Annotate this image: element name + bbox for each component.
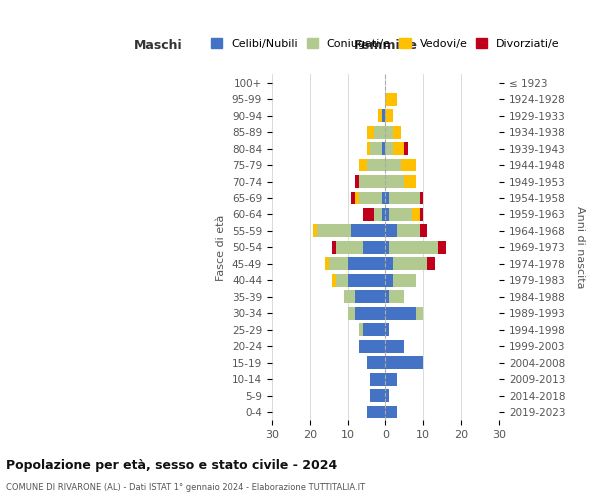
Bar bbox=[352, 192, 355, 204]
Bar bbox=[385, 389, 389, 402]
Bar bbox=[325, 258, 329, 270]
Bar bbox=[385, 356, 424, 369]
Bar bbox=[359, 175, 385, 188]
Bar bbox=[416, 307, 424, 320]
Bar bbox=[397, 224, 419, 237]
Bar bbox=[389, 208, 412, 221]
Bar bbox=[363, 208, 374, 221]
Bar bbox=[385, 274, 393, 286]
Bar bbox=[385, 324, 389, 336]
Bar bbox=[329, 258, 347, 270]
Bar bbox=[385, 158, 401, 172]
Text: Maschi: Maschi bbox=[134, 39, 182, 52]
Bar bbox=[344, 290, 355, 303]
Bar bbox=[385, 290, 389, 303]
Bar bbox=[385, 192, 389, 204]
Bar bbox=[385, 241, 389, 254]
Bar bbox=[385, 175, 404, 188]
Bar bbox=[355, 290, 385, 303]
Bar bbox=[336, 241, 363, 254]
Bar bbox=[355, 307, 385, 320]
Bar bbox=[374, 208, 382, 221]
Bar bbox=[367, 406, 385, 418]
Bar bbox=[359, 192, 382, 204]
Bar bbox=[359, 340, 385, 352]
Bar bbox=[367, 158, 385, 172]
Bar bbox=[389, 192, 419, 204]
Bar bbox=[367, 142, 370, 155]
Bar bbox=[385, 372, 397, 386]
Bar bbox=[363, 324, 385, 336]
Bar bbox=[355, 175, 359, 188]
Bar bbox=[336, 274, 347, 286]
Bar bbox=[359, 324, 363, 336]
Y-axis label: Fasce di età: Fasce di età bbox=[216, 214, 226, 280]
Text: COMUNE DI RIVARONE (AL) - Dati ISTAT 1° gennaio 2024 - Elaborazione TUTTITALIA.I: COMUNE DI RIVARONE (AL) - Dati ISTAT 1° … bbox=[6, 484, 365, 492]
Bar bbox=[347, 258, 385, 270]
Y-axis label: Anni di nascita: Anni di nascita bbox=[575, 206, 585, 288]
Bar bbox=[370, 142, 382, 155]
Bar bbox=[382, 208, 385, 221]
Bar bbox=[427, 258, 434, 270]
Bar bbox=[382, 192, 385, 204]
Bar bbox=[393, 126, 401, 138]
Bar bbox=[332, 241, 336, 254]
Bar bbox=[419, 208, 424, 221]
Text: Femmine: Femmine bbox=[353, 39, 418, 52]
Bar bbox=[347, 307, 355, 320]
Bar bbox=[404, 142, 408, 155]
Bar bbox=[313, 224, 317, 237]
Bar bbox=[359, 158, 367, 172]
Bar bbox=[367, 356, 385, 369]
Bar bbox=[363, 241, 385, 254]
Bar bbox=[385, 224, 397, 237]
Bar bbox=[385, 109, 393, 122]
Bar bbox=[412, 208, 419, 221]
Bar bbox=[382, 109, 385, 122]
Bar bbox=[385, 208, 389, 221]
Bar bbox=[385, 258, 393, 270]
Bar bbox=[347, 274, 385, 286]
Bar bbox=[382, 142, 385, 155]
Bar bbox=[389, 241, 439, 254]
Bar bbox=[370, 372, 385, 386]
Bar bbox=[317, 224, 352, 237]
Bar bbox=[355, 192, 359, 204]
Bar bbox=[385, 93, 397, 106]
Bar bbox=[385, 340, 404, 352]
Bar bbox=[332, 274, 336, 286]
Bar bbox=[439, 241, 446, 254]
Bar bbox=[378, 109, 382, 122]
Legend: Celibi/Nubili, Coniugati/e, Vedovi/e, Divorziati/e: Celibi/Nubili, Coniugati/e, Vedovi/e, Di… bbox=[208, 35, 563, 52]
Bar bbox=[393, 274, 416, 286]
Bar bbox=[385, 406, 397, 418]
Bar bbox=[393, 258, 427, 270]
Bar bbox=[419, 192, 424, 204]
Bar bbox=[374, 126, 385, 138]
Bar bbox=[367, 126, 374, 138]
Bar bbox=[370, 389, 385, 402]
Bar bbox=[385, 126, 393, 138]
Bar bbox=[401, 158, 416, 172]
Bar bbox=[419, 224, 427, 237]
Bar bbox=[385, 307, 416, 320]
Bar bbox=[385, 142, 393, 155]
Text: Popolazione per età, sesso e stato civile - 2024: Popolazione per età, sesso e stato civil… bbox=[6, 460, 337, 472]
Bar bbox=[352, 224, 385, 237]
Bar bbox=[393, 142, 404, 155]
Bar bbox=[389, 290, 404, 303]
Bar bbox=[404, 175, 416, 188]
